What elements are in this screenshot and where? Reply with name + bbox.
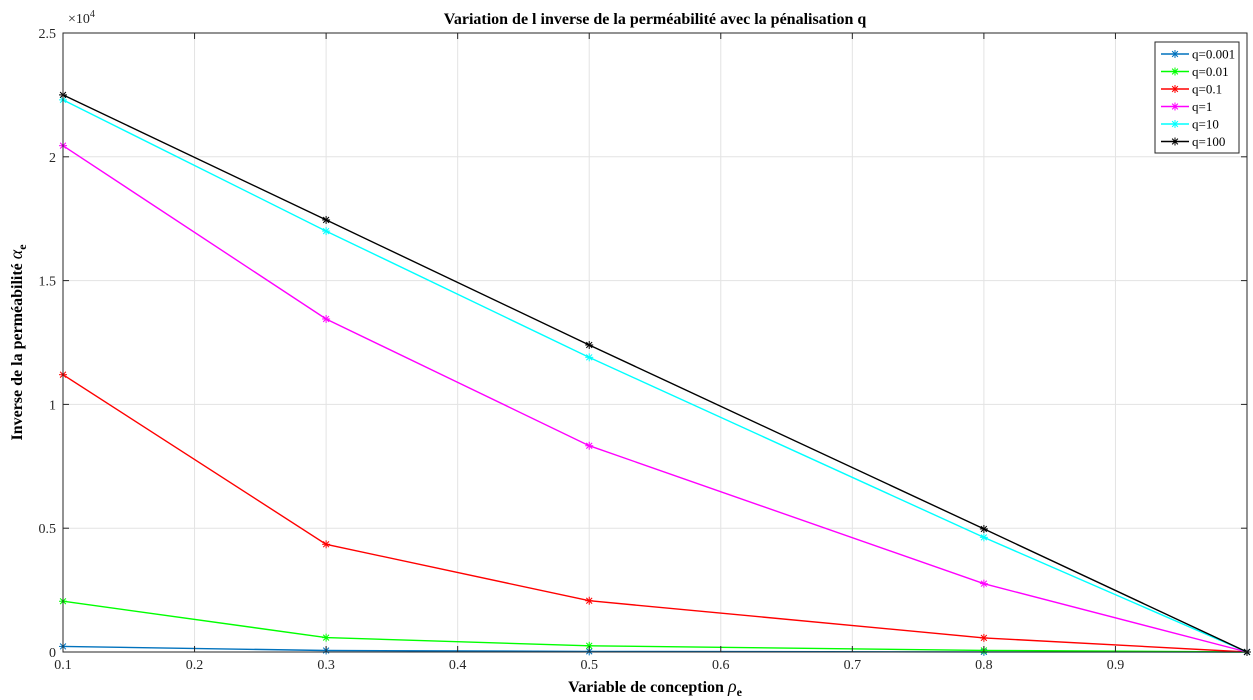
series-marker [979, 579, 988, 588]
legend-marker [1171, 67, 1179, 76]
legend-label: q=0.01 [1192, 64, 1229, 79]
legend-label: q=0.001 [1192, 47, 1235, 62]
series-marker [322, 314, 331, 323]
series-marker [322, 540, 331, 549]
tick-labels: 0.1 0.2 0.3 0.4 0.5 0.6 0.7 0.8 0.9 0 0.5 1 1.5 2 2.5 [39, 27, 1125, 673]
legend-marker [1171, 50, 1179, 58]
y-axis-label: Inverse de la perméabilité αe [6, 244, 29, 441]
y-tick-label: 1 [49, 398, 56, 413]
legend-marker [1171, 102, 1179, 111]
x-tick-label: 0.3 [317, 658, 335, 673]
legend-entry: q=100 [1161, 134, 1225, 149]
legend: q=0.001 q=0.01 q=0.1 q=1 q=10 q=100 [1154, 41, 1240, 154]
series-layer [59, 90, 1251, 656]
series-marker [585, 641, 594, 650]
legend-label: q=10 [1192, 117, 1219, 132]
series-marker [322, 633, 331, 642]
series-marker [585, 353, 594, 362]
axis-ticks [62, 32, 1247, 653]
series-marker [585, 340, 594, 349]
chart-title: Variation de l inverse de la perméabilit… [444, 11, 867, 28]
y-tick-label: 2 [49, 151, 56, 166]
x-axis-label: Variable de conception ρe [568, 676, 743, 699]
legend-marker [1171, 120, 1179, 128]
series-q=0.1 [59, 370, 1251, 656]
x-tick-label: 0.6 [712, 658, 730, 673]
legend-label: q=0.1 [1192, 82, 1222, 97]
axes-frame [62, 32, 1248, 653]
legend-entry: q=10 [1161, 117, 1219, 132]
series-marker [979, 533, 988, 542]
legend-label: q=100 [1192, 134, 1225, 149]
series-marker [979, 524, 988, 533]
x-tick-label: 0.5 [580, 658, 598, 673]
y-tick-label: 1.5 [39, 275, 57, 290]
legend-marker [1171, 137, 1179, 146]
y-exponent-label: ×104 [68, 9, 95, 27]
series-marker [322, 215, 331, 224]
series-marker [322, 227, 331, 236]
y-tick-label: 0.5 [39, 522, 57, 537]
x-tick-label: 0.8 [975, 658, 993, 673]
plot-area [63, 33, 1247, 652]
legend-entry: q=0.1 [1161, 82, 1222, 97]
y-tick-label: 0 [49, 646, 56, 661]
x-tick-label: 0.2 [186, 658, 204, 673]
legend-label: q=1 [1192, 99, 1212, 114]
x-tick-label: 0.1 [54, 658, 72, 673]
legend-entry: q=0.001 [1161, 47, 1235, 62]
legend-marker [1171, 85, 1179, 93]
y-tick-label: 2.5 [39, 27, 57, 42]
x-tick-label: 0.4 [449, 658, 467, 673]
x-tick-label: 0.9 [1107, 658, 1125, 673]
series-marker [979, 633, 988, 642]
legend-entry: q=1 [1161, 99, 1212, 114]
legend-box [1154, 41, 1240, 154]
x-tick-label: 0.7 [844, 658, 862, 673]
series-marker [585, 596, 594, 605]
legend-entry: q=0.01 [1161, 64, 1229, 79]
series-marker [585, 441, 594, 450]
